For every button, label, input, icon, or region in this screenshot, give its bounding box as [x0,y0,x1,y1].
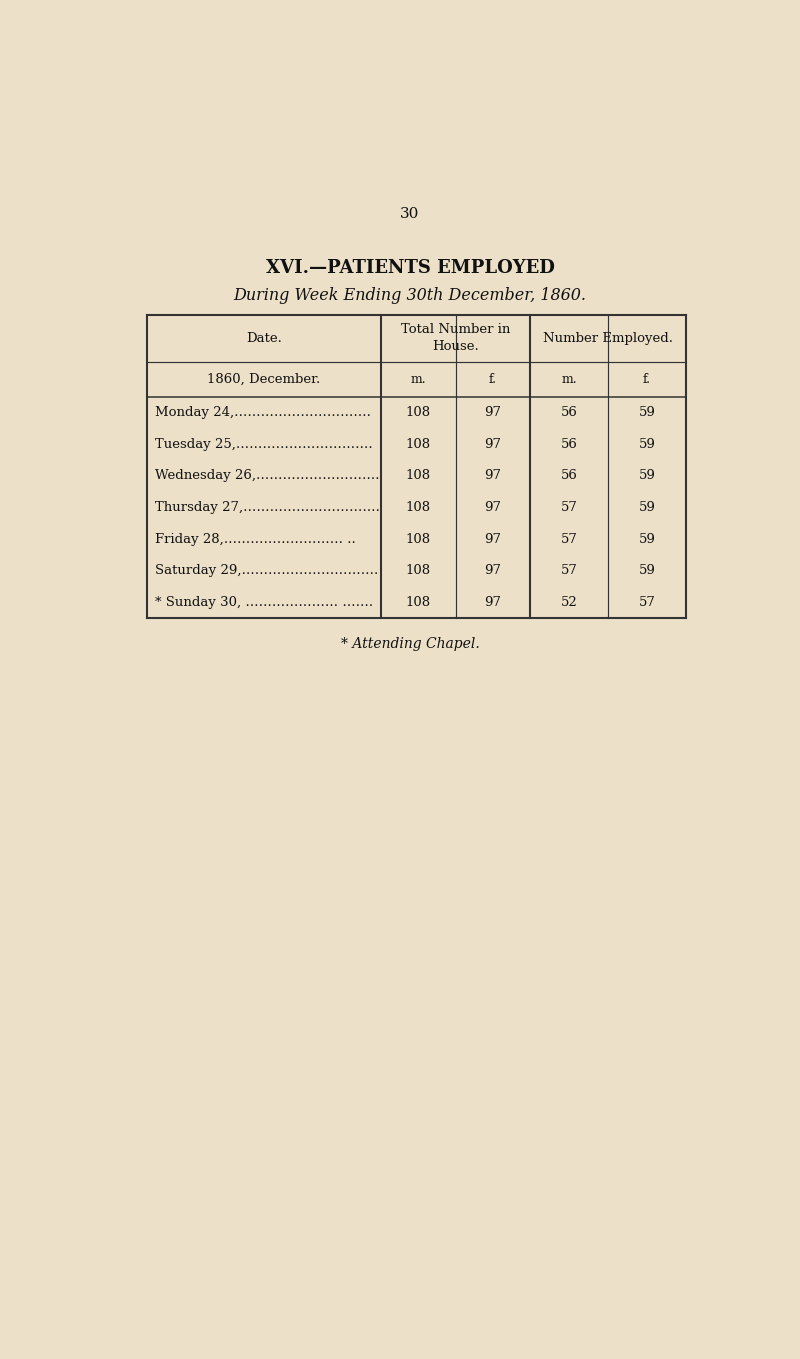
Text: 108: 108 [406,564,431,578]
Text: Tuesday 25,………………………….: Tuesday 25,…………………………. [154,438,372,451]
Text: 59: 59 [638,438,655,451]
Text: 30: 30 [400,207,420,222]
Text: * Attending Chapel.: * Attending Chapel. [341,637,479,651]
Text: 97: 97 [484,533,502,546]
Text: * Sunday 30, ………………… …….: * Sunday 30, ………………… ……. [154,597,373,609]
Text: 97: 97 [484,597,502,609]
Text: 1860, December.: 1860, December. [207,372,321,386]
Text: 97: 97 [484,501,502,514]
Text: 108: 108 [406,406,431,419]
Text: m.: m. [562,372,577,386]
Text: 108: 108 [406,597,431,609]
Text: Total Number in
House.: Total Number in House. [401,323,510,353]
Text: 56: 56 [561,406,578,419]
Text: f.: f. [643,372,651,386]
Text: m.: m. [410,372,426,386]
Text: Monday 24,………………………….: Monday 24,…………………………. [154,406,370,419]
Text: XVI.—PATIENTS EMPLOYED: XVI.—PATIENTS EMPLOYED [266,260,554,277]
Text: 57: 57 [561,501,578,514]
Text: 57: 57 [561,533,578,546]
Text: 108: 108 [406,469,431,482]
Text: 59: 59 [638,564,655,578]
Text: 56: 56 [561,438,578,451]
Text: 108: 108 [406,533,431,546]
Text: 59: 59 [638,406,655,419]
Text: Thursday 27,………………………….: Thursday 27,…………………………. [154,501,379,514]
Text: Saturday 29,………………………….: Saturday 29,…………………………. [154,564,378,578]
Text: 97: 97 [484,406,502,419]
Text: Wednesday 26,……………………….: Wednesday 26,………………………. [154,469,379,482]
Text: 57: 57 [561,564,578,578]
Text: 57: 57 [638,597,655,609]
Text: 97: 97 [484,469,502,482]
Text: Number Employed.: Number Employed. [543,332,673,345]
Text: f.: f. [489,372,497,386]
Text: Date.: Date. [246,332,282,345]
Text: 108: 108 [406,501,431,514]
Text: 59: 59 [638,469,655,482]
Text: 97: 97 [484,438,502,451]
Text: 59: 59 [638,501,655,514]
Text: During Week Ending 30th December, 1860.: During Week Ending 30th December, 1860. [234,287,586,303]
Text: 108: 108 [406,438,431,451]
Text: 52: 52 [561,597,578,609]
Text: 97: 97 [484,564,502,578]
Text: 56: 56 [561,469,578,482]
Text: 59: 59 [638,533,655,546]
Text: Friday 28,……………………… ..: Friday 28,……………………… .. [154,533,355,546]
